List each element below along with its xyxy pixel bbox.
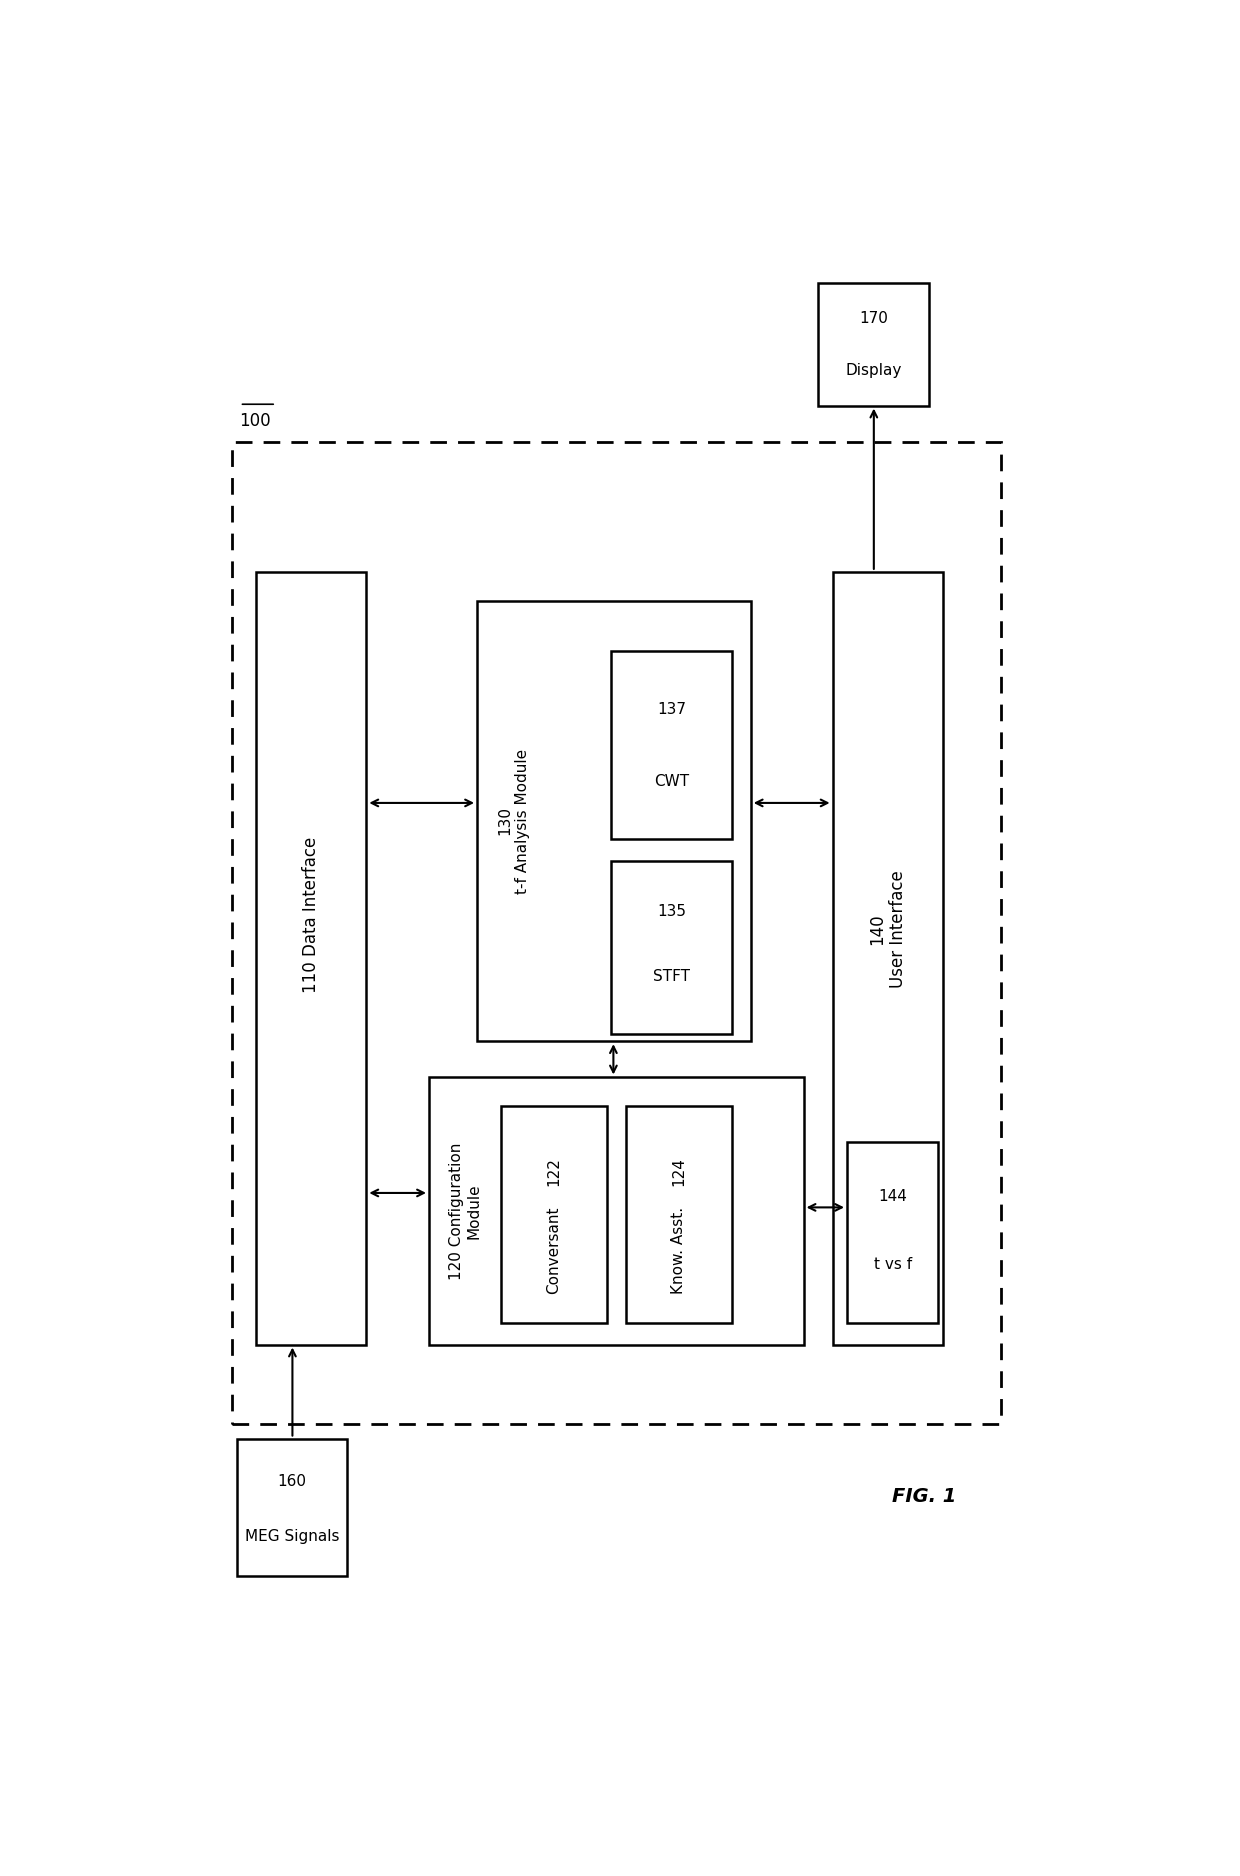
Bar — [832, 572, 942, 1345]
Bar — [847, 1142, 939, 1323]
Text: 122: 122 — [547, 1157, 562, 1186]
Text: Know. Asst.: Know. Asst. — [671, 1206, 686, 1294]
Text: 100: 100 — [239, 413, 272, 430]
Text: Conversant: Conversant — [547, 1206, 562, 1294]
Text: 124: 124 — [671, 1157, 686, 1186]
Bar — [237, 1439, 347, 1576]
Text: 144: 144 — [878, 1189, 906, 1204]
Text: FIG. 1: FIG. 1 — [892, 1488, 956, 1506]
Text: 137: 137 — [657, 702, 686, 717]
Text: 120 Configuration
Module: 120 Configuration Module — [449, 1142, 481, 1279]
Text: MEG Signals: MEG Signals — [244, 1529, 340, 1544]
Text: 140
User Interface: 140 User Interface — [868, 870, 908, 989]
Bar — [818, 283, 929, 405]
Bar — [232, 443, 1001, 1424]
Text: Display: Display — [846, 362, 901, 377]
Bar — [477, 600, 750, 1041]
Bar — [429, 1077, 804, 1345]
Text: 130
t-f Analysis Module: 130 t-f Analysis Module — [497, 749, 529, 893]
Bar — [255, 572, 367, 1345]
Text: t vs f: t vs f — [873, 1257, 911, 1272]
Text: 110 Data Interface: 110 Data Interface — [303, 837, 320, 992]
Bar — [611, 861, 732, 1034]
Text: 170: 170 — [859, 311, 888, 326]
Text: CWT: CWT — [653, 773, 689, 788]
Bar — [501, 1107, 606, 1323]
Text: 160: 160 — [278, 1475, 306, 1490]
Text: 135: 135 — [657, 904, 686, 919]
Bar — [611, 651, 732, 839]
Text: STFT: STFT — [653, 968, 689, 983]
Bar — [626, 1107, 732, 1323]
